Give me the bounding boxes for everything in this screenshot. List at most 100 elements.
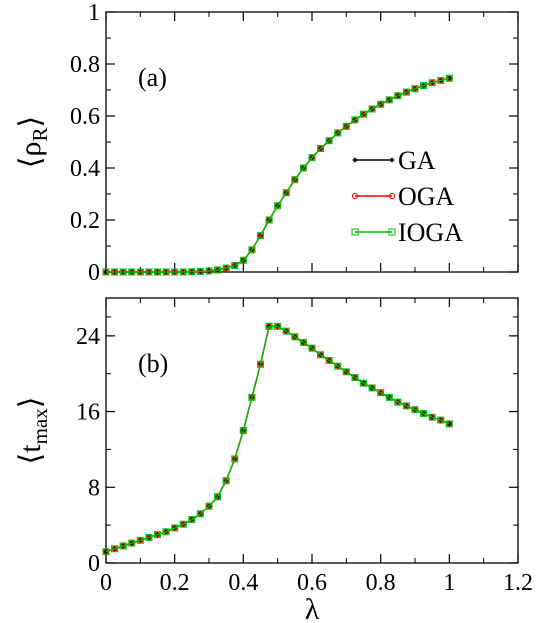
- plot-frame: [105, 297, 519, 564]
- point-IOGA: [377, 100, 385, 108]
- y-axis-label-open: ⟨: [14, 157, 47, 169]
- point-IOGA: [385, 393, 393, 401]
- point-IOGA: [196, 267, 204, 275]
- point-IOGA: [222, 264, 230, 272]
- x-axis-label: λ: [305, 593, 320, 623]
- point-IOGA: [248, 393, 256, 401]
- y-tick-label: 24: [76, 324, 100, 350]
- y-axis-label-sub: R: [28, 128, 52, 142]
- point-IOGA: [171, 524, 179, 532]
- x-tick-label: 0.2: [160, 570, 190, 596]
- point-IOGA: [257, 360, 264, 368]
- point-IOGA: [342, 368, 350, 376]
- y-axis-label: ⟨tmax⟩: [14, 397, 52, 465]
- y-axis-label-main: ρ: [14, 142, 47, 157]
- point-IOGA: [162, 268, 170, 276]
- y-axis-label: ⟨ρR⟩: [14, 116, 52, 168]
- point-IOGA: [351, 116, 359, 124]
- point-IOGA: [282, 189, 290, 197]
- point-IOGA: [119, 268, 127, 276]
- y-tick-label: 0.6: [70, 104, 100, 130]
- point-IOGA: [136, 268, 144, 276]
- x-tick-label: 1: [443, 570, 455, 596]
- point-IOGA: [385, 96, 393, 104]
- point-IOGA: [205, 502, 213, 510]
- y-tick-label: 0: [88, 260, 100, 286]
- y-axis-label-close: ⟩: [14, 397, 47, 409]
- point-IOGA: [420, 82, 428, 90]
- point-IOGA: [437, 76, 445, 84]
- point-IOGA: [111, 268, 119, 276]
- point-IOGA: [222, 477, 230, 485]
- point-IOGA: [437, 416, 445, 424]
- point-IOGA: [334, 362, 342, 370]
- y-tick-label: 0.2: [70, 208, 100, 234]
- legend-label-OGA: OGA: [398, 182, 455, 211]
- point-IOGA: [179, 520, 187, 528]
- point-IOGA: [351, 374, 359, 381]
- point-IOGA: [196, 510, 204, 518]
- point-IOGA: [377, 389, 385, 397]
- point-IOGA: [188, 515, 196, 523]
- point-IOGA: [325, 356, 333, 364]
- y-tick-label: 0.8: [70, 52, 100, 78]
- point-IOGA: [291, 176, 299, 184]
- point-IOGA: [420, 409, 428, 417]
- point-IOGA: [368, 384, 376, 392]
- x-tick-label: 0.8: [366, 570, 396, 596]
- y-axis-label-main: t: [14, 444, 47, 453]
- panel-label: (a): [138, 63, 167, 92]
- point-IOGA: [239, 427, 247, 434]
- point-IOGA: [394, 398, 402, 406]
- point-IOGA: [411, 85, 419, 93]
- point-IOGA: [188, 268, 196, 276]
- point-IOGA: [214, 266, 222, 274]
- panel-b: 0 0.2 0.4 0.6 0.8 1 1.2 0 8 16 24 (b) ⟨tmax⟩ λ: [14, 297, 533, 623]
- x-tick-label: 0: [100, 570, 112, 596]
- point-IOGA: [119, 542, 127, 550]
- x-tick-label: 1.2: [503, 570, 533, 596]
- point-IOGA: [411, 406, 419, 414]
- x-tick-label: 0.6: [297, 570, 327, 596]
- point-IOGA: [248, 246, 256, 254]
- y-tick-label: 0: [88, 551, 100, 577]
- point-IOGA: [257, 232, 264, 240]
- point-IOGA: [317, 145, 325, 152]
- legend-marker-GA: [352, 157, 358, 163]
- point-IOGA: [214, 493, 222, 501]
- point-IOGA: [265, 322, 273, 330]
- point-IOGA: [162, 528, 170, 536]
- y-axis-label-open: ⟨: [14, 453, 47, 465]
- point-IOGA: [445, 74, 453, 82]
- y-tick-label: 8: [88, 475, 100, 501]
- point-IOGA: [274, 322, 282, 330]
- point-IOGA: [231, 262, 239, 269]
- panel-a: 0 0.2 0.4 0.6 0.8 1 (a) ⟨ρR⟩ GA OGA IOGA: [14, 0, 519, 286]
- point-IOGA: [402, 402, 410, 410]
- point-IOGA: [111, 545, 119, 553]
- panel-label: (b): [138, 349, 168, 378]
- y-tick-label: 1: [88, 0, 100, 26]
- point-IOGA: [325, 137, 333, 145]
- legend-marker-OGA: [388, 192, 396, 200]
- legend-label-GA: GA: [398, 146, 436, 175]
- point-IOGA: [239, 256, 247, 264]
- point-IOGA: [274, 202, 282, 210]
- y-tick-label: 16: [76, 400, 100, 426]
- point-IOGA: [102, 268, 110, 276]
- point-IOGA: [136, 536, 144, 544]
- point-IOGA: [402, 88, 410, 96]
- point-IOGA: [128, 268, 136, 276]
- legend-marker-IOGA: [351, 228, 359, 236]
- legend-marker-IOGA: [388, 228, 396, 236]
- point-IOGA: [342, 122, 350, 130]
- point-IOGA: [360, 379, 367, 387]
- point-IOGA: [334, 129, 342, 137]
- point-IOGA: [282, 327, 290, 335]
- point-IOGA: [360, 110, 367, 118]
- point-IOGA: [154, 268, 161, 276]
- point-IOGA: [145, 268, 153, 276]
- point-IOGA: [265, 216, 273, 224]
- point-IOGA: [308, 154, 316, 162]
- point-IOGA: [205, 267, 213, 275]
